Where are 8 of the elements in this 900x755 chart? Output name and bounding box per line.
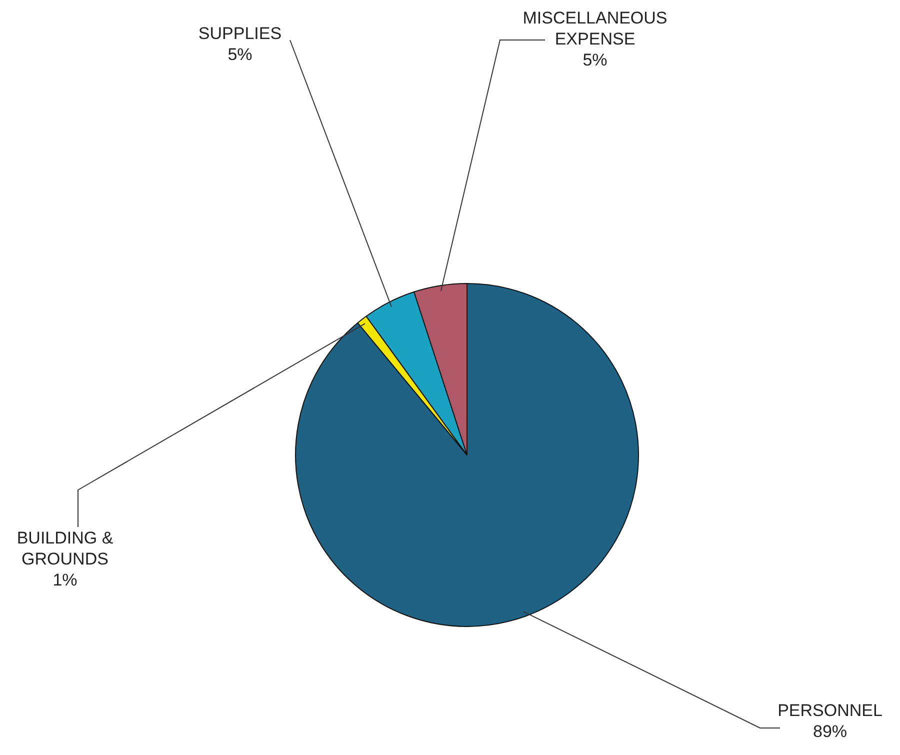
slice-label: SUPPLIES [198,24,282,44]
slice-label: PERSONNEL [778,701,882,720]
data-label: 5% [582,50,608,70]
data-label: 89% [812,722,848,742]
slice-label: BUILDING & GROUNDS [16,528,114,569]
data-label: 1% [52,570,78,590]
data-label: 5% [228,45,252,64]
slice-label: MISCELLANEOUS EXPENSE [522,8,668,49]
